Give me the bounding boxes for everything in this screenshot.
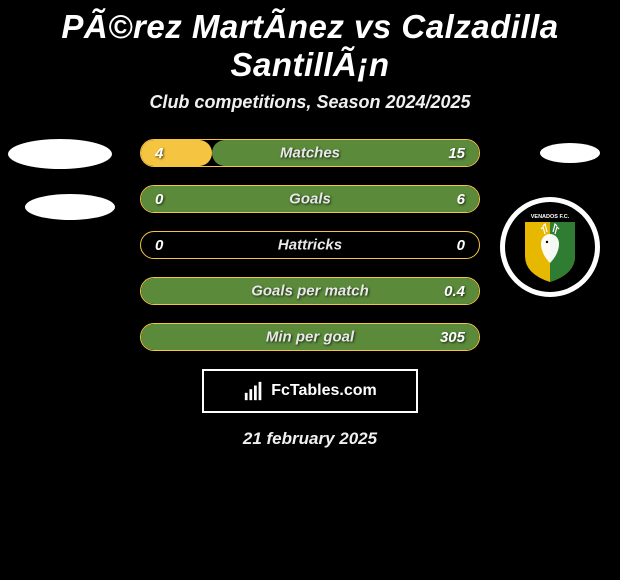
- subtitle: Club competitions, Season 2024/2025: [0, 92, 620, 113]
- chart-bars-icon: [243, 380, 265, 402]
- stat-fill: [212, 140, 479, 166]
- club-right-badge: VENADOS F.C. y: [500, 197, 600, 297]
- stat-label: Hattricks: [278, 237, 342, 254]
- stat-right-value: 0: [457, 237, 465, 254]
- stat-right-value: 305: [440, 329, 465, 346]
- stat-label: Goals per match: [251, 283, 369, 300]
- footer-date: 21 february 2025: [0, 429, 620, 449]
- page-title: PÃ©rez MartÃ­nez vs Calzadilla SantillÃ¡…: [0, 8, 620, 84]
- stat-row: 0 Hattricks 0: [140, 231, 480, 259]
- stat-right-value: 15: [448, 145, 465, 162]
- stat-label: Matches: [280, 145, 340, 162]
- stat-row: Min per goal 305: [140, 323, 480, 351]
- brand-text: FcTables.com: [271, 382, 377, 400]
- stat-label: Min per goal: [266, 329, 354, 346]
- club-left-logo-placeholder: [25, 194, 115, 220]
- stat-row: Goals per match 0.4: [140, 277, 480, 305]
- stat-left-value: 0: [155, 237, 163, 254]
- stat-right-value: 0.4: [444, 283, 465, 300]
- stat-bars: 4 Matches 15 0 Goals 6 0 Hattricks 0 Goals per ma…: [140, 139, 480, 351]
- brand-box: FcTables.com: [202, 369, 418, 413]
- venados-shield-icon: VENADOS F.C. y: [517, 210, 583, 284]
- stat-left-value: 0: [155, 191, 163, 208]
- stat-left-value: 4: [155, 145, 163, 162]
- stat-label: Goals: [289, 191, 331, 208]
- player-right-avatar-placeholder: [540, 143, 600, 163]
- stat-fill-left: [141, 140, 212, 166]
- player-left-avatar-placeholder: [8, 139, 112, 169]
- stat-right-value: 6: [457, 191, 465, 208]
- comparison-area: VENADOS F.C. y 4 Matches 15 0 Goals 6 0 Hattric…: [0, 139, 620, 449]
- badge-top-text: VENADOS F.C.: [531, 214, 570, 220]
- stat-row: 4 Matches 15: [140, 139, 480, 167]
- stat-row: 0 Goals 6: [140, 185, 480, 213]
